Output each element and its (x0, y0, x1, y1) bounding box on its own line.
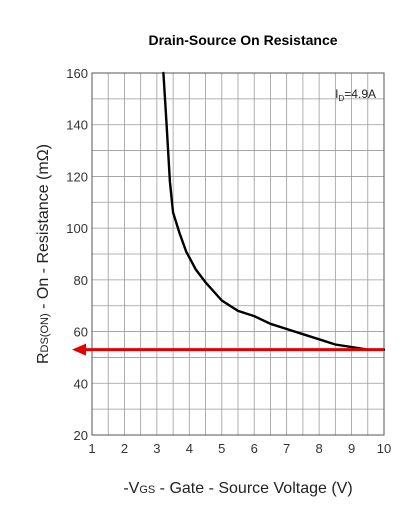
y-tick-label: 80 (74, 273, 88, 288)
x-tick-label: 10 (377, 441, 391, 456)
x-tick-label: 7 (283, 441, 290, 456)
grid-layer (91, 72, 385, 436)
series-line (162, 71, 386, 351)
x-tick-label: 2 (121, 441, 128, 456)
y-tick-label: 60 (74, 325, 88, 340)
series-layer (162, 71, 386, 351)
y-tick-label: 40 (74, 376, 88, 391)
reference-arrow-head (72, 343, 86, 356)
x-tick-label: 1 (88, 441, 95, 456)
plot-frame (91, 72, 385, 436)
x-tick-label: 9 (348, 441, 355, 456)
x-tick-label: 6 (251, 441, 258, 456)
y-tick-label: 160 (66, 66, 88, 81)
x-tick-label: 5 (218, 441, 225, 456)
y-tick-label: 20 (74, 428, 88, 443)
current-annotation: ID=4.9A (335, 87, 376, 103)
label-layer: -VGS - Gate - Source Voltage (V) RDS(ON) … (35, 144, 353, 497)
y-tick-label: 100 (66, 221, 88, 236)
y-tick-label: 120 (66, 169, 88, 184)
x-tick-label: 8 (315, 441, 322, 456)
x-tick-label: 3 (153, 441, 160, 456)
annotation-layer: ID=4.9A (72, 87, 384, 356)
axis-layer: 1 2 3 4 5 6 7 8 9 10 20 40 60 80 100 120 140 160 (66, 66, 391, 456)
chart-title: Drain-Source On Resistance (148, 32, 337, 48)
x-tick-label: 4 (186, 441, 193, 456)
x-axis-label: -VGS - Gate - Source Voltage (V) (123, 480, 352, 497)
y-axis-label: RDS(ON) - On - Resistance (mΩ) (35, 144, 52, 364)
y-tick-label: 140 (66, 118, 88, 133)
